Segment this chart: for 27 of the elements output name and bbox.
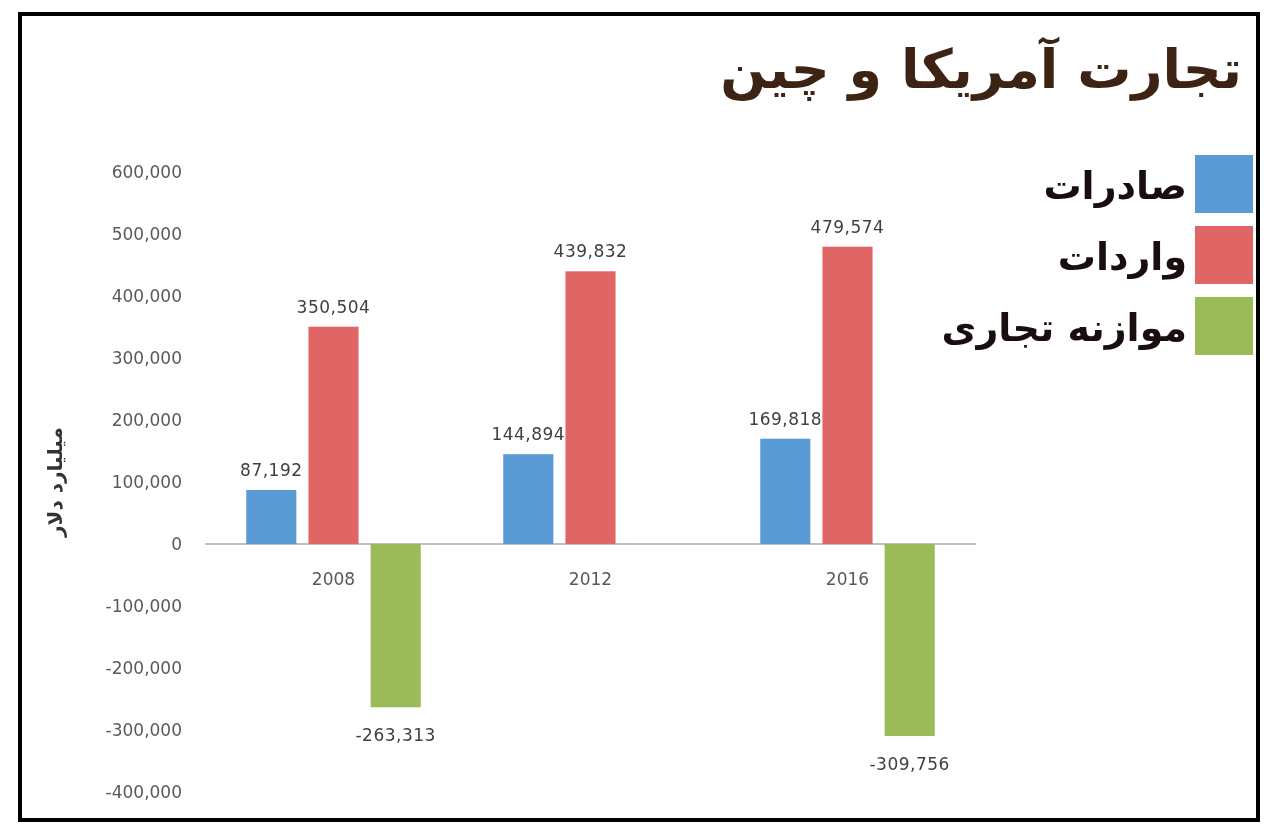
data-label: 144,894 <box>491 424 566 445</box>
legend-label: موازنه تجاری <box>941 306 1187 350</box>
title: تجارت آمریکا و چین <box>720 38 1242 101</box>
x-tick-label: 2016 <box>825 569 870 589</box>
data-label: 439,832 <box>553 241 628 262</box>
x-tick-label: 2012 <box>568 569 613 589</box>
data-label: -309,756 <box>869 754 950 775</box>
y-tick-label: 100,000 <box>111 472 182 492</box>
y-tick-label: 200,000 <box>111 410 182 430</box>
data-label: 479,574 <box>810 216 885 237</box>
y-tick-label: -300,000 <box>105 720 182 740</box>
y-tick-label: -200,000 <box>105 658 182 678</box>
legend-label: صادرات <box>1043 164 1187 208</box>
data-label: 169,818 <box>748 408 823 429</box>
y-tick-label: 500,000 <box>111 224 182 244</box>
y-tick-label: 300,000 <box>111 348 182 368</box>
y-tick-label: -100,000 <box>105 596 182 616</box>
y-axis-title: میلیارد دلار <box>43 427 67 538</box>
y-tick-label: 600,000 <box>111 162 182 182</box>
data-label: 87,192 <box>240 459 303 480</box>
data-label: -263,313 <box>355 725 436 746</box>
y-tick-label: 0 <box>171 534 182 554</box>
data-label: 350,504 <box>296 296 371 317</box>
y-tick-label: -400,000 <box>105 782 182 802</box>
y-tick-label: 400,000 <box>111 286 182 306</box>
legend-label: واردات <box>1057 235 1187 280</box>
x-tick-label: 2008 <box>311 569 356 589</box>
